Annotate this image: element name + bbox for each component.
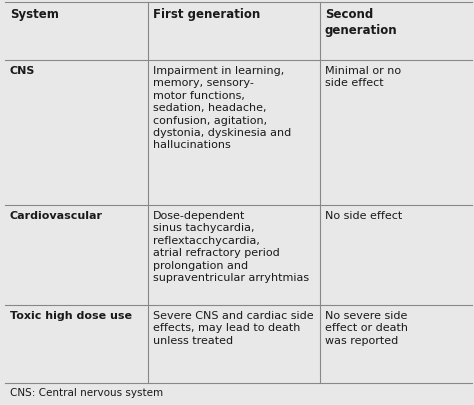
Text: Dose-dependent
sinus tachycardia,
reflextacchycardia,
atrial refractory period
p: Dose-dependent sinus tachycardia, reflex… xyxy=(153,211,309,283)
Text: No side effect: No side effect xyxy=(325,211,402,221)
Text: Impairment in learning,
memory, sensory-
motor functions,
sedation, headache,
co: Impairment in learning, memory, sensory-… xyxy=(153,66,291,150)
Text: No severe side
effect or death
was reported: No severe side effect or death was repor… xyxy=(325,311,408,346)
Text: Toxic high dose use: Toxic high dose use xyxy=(10,311,132,321)
Text: Second
generation: Second generation xyxy=(325,8,398,37)
Text: System: System xyxy=(10,8,59,21)
Text: Minimal or no
side effect: Minimal or no side effect xyxy=(325,66,401,88)
Text: CNS: CNS xyxy=(10,66,36,76)
Text: Cardiovascular: Cardiovascular xyxy=(10,211,103,221)
Text: Severe CNS and cardiac side
effects, may lead to death
unless treated: Severe CNS and cardiac side effects, may… xyxy=(153,311,314,346)
Text: First generation: First generation xyxy=(153,8,260,21)
Text: CNS: Central nervous system: CNS: Central nervous system xyxy=(10,388,163,398)
